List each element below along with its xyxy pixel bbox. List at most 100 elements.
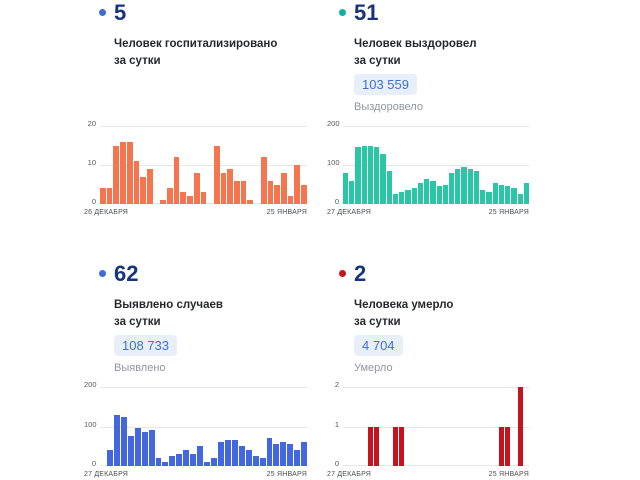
- chart-bar: [367, 426, 374, 466]
- chart-bar: [126, 141, 133, 204]
- chart-bar: [252, 456, 259, 466]
- chart-bar: [461, 166, 467, 204]
- recovered-total-label: Выздоровело: [354, 101, 423, 113]
- chart-bar: [227, 168, 234, 204]
- chart-bar: [160, 200, 167, 204]
- chart-bar: [234, 180, 240, 204]
- gridline: [100, 126, 307, 127]
- chart-bar: [113, 414, 120, 466]
- y-axis-tick-label: 100: [327, 158, 340, 167]
- chart-bar: [134, 428, 141, 466]
- detected-title: Выявлено случаев за сутки: [114, 297, 321, 331]
- chart-bar: [162, 462, 169, 466]
- y-axis-tick-label: 20: [87, 119, 96, 128]
- y-axis-tick-label: 0: [334, 197, 339, 206]
- y-axis-tick-label: 0: [334, 459, 339, 468]
- y-axis-tick-label: 1: [334, 419, 339, 429]
- chart-bar: [155, 458, 162, 466]
- chart-bar: [197, 446, 204, 466]
- x-axis-start-label: 27 ДЕКАБРЯ: [84, 471, 129, 478]
- chart-bar: [492, 182, 498, 204]
- chart-bar: [190, 454, 197, 466]
- chart-bar: [411, 188, 417, 204]
- deaths-bar-chart: 27 ДЕКАБРЯ 25 ЯНВАРЯ 0 1 2: [327, 381, 529, 478]
- y-axis-tick-label: 0: [91, 459, 96, 468]
- gridline: [343, 165, 529, 166]
- chart-bar: [238, 446, 245, 466]
- chart-bar: [120, 141, 126, 204]
- chart-bar: [280, 442, 287, 466]
- chart-bar: [127, 436, 134, 466]
- chart-bar: [486, 192, 492, 204]
- chart-bar: [455, 168, 461, 204]
- chart-bar: [217, 442, 224, 466]
- chart-bar: [480, 190, 486, 204]
- chart-bar: [167, 188, 173, 204]
- chart-bar: [417, 182, 424, 204]
- chart-bar: [436, 186, 442, 204]
- deaths-title-line1: Человека умерло: [354, 299, 454, 311]
- hospitalized-title-line2: за сутки: [114, 55, 161, 67]
- chart-bar: [140, 176, 146, 204]
- chart-bar: [392, 426, 399, 466]
- x-axis-end-label: 25 ЯНВАРЯ: [266, 209, 307, 216]
- chart-bar: [274, 184, 280, 204]
- chart-bar: [424, 178, 430, 204]
- chart-bar: [511, 188, 517, 204]
- chart-bar: [240, 180, 247, 204]
- deaths-bars: [343, 387, 529, 466]
- chart-bar: [200, 192, 207, 204]
- chart-bar: [259, 458, 266, 466]
- panel-deaths: 2 Человека умерло за сутки 4 704 Умерло: [336, 261, 561, 374]
- chart-bar: [399, 426, 405, 466]
- chart-bar: [176, 454, 183, 466]
- chart-bar: [467, 168, 473, 204]
- x-axis-end-label: 25 ЯНВАРЯ: [488, 209, 529, 216]
- y-axis-tick-label: 0: [91, 197, 96, 206]
- deaths-total-label: Умерло: [354, 362, 393, 374]
- detected-bars: [100, 387, 308, 466]
- recovered-bars: [343, 126, 530, 204]
- chart-bar: [517, 387, 523, 466]
- gridline: [100, 387, 307, 388]
- chart-bar: [430, 180, 436, 204]
- y-axis-tick-label: 200: [327, 119, 340, 128]
- chart-bar: [187, 196, 193, 204]
- y-axis-tick-label: 100: [84, 419, 97, 429]
- detected-dot-icon: [99, 270, 106, 277]
- panel-hospitalized: 5 Человек госпитализировано за сутки: [96, 0, 321, 70]
- chart-bar: [260, 157, 267, 204]
- gridline: [343, 126, 529, 127]
- chart-bar: [294, 450, 301, 466]
- recovered-title-line1: Человек выздоровел: [354, 38, 477, 50]
- chart-bar: [343, 172, 349, 204]
- gridline: [343, 203, 529, 204]
- chart-bar: [193, 172, 200, 204]
- chart-bar: [266, 438, 273, 466]
- gridline: [100, 465, 307, 466]
- chart-bar: [505, 426, 511, 466]
- chart-bar: [148, 430, 155, 466]
- chart-bar: [141, 432, 148, 466]
- chart-bar: [204, 462, 210, 466]
- chart-bar: [245, 450, 252, 466]
- chart-bar: [374, 426, 380, 466]
- recovered-dot-icon: [339, 9, 346, 16]
- chart-bar: [523, 182, 530, 204]
- chart-bar: [146, 168, 153, 204]
- chart-bar: [349, 180, 355, 204]
- x-axis-start-label: 27 ДЕКАБРЯ: [327, 471, 372, 478]
- chart-bar: [183, 450, 190, 466]
- deaths-daily-value: 2: [354, 261, 367, 286]
- chart-bar: [505, 186, 511, 204]
- chart-bar: [498, 426, 505, 466]
- detected-total-badge: 108 733: [114, 335, 177, 356]
- y-axis-tick-label: 200: [84, 380, 97, 389]
- chart-bar: [517, 194, 523, 204]
- hospitalized-dot-icon: [99, 9, 106, 16]
- chart-bar: [280, 172, 287, 204]
- gridline: [343, 465, 529, 466]
- gridline: [343, 426, 529, 428]
- panel-recovered: 51 Человек выздоровел за сутки 103 559 В…: [336, 0, 561, 113]
